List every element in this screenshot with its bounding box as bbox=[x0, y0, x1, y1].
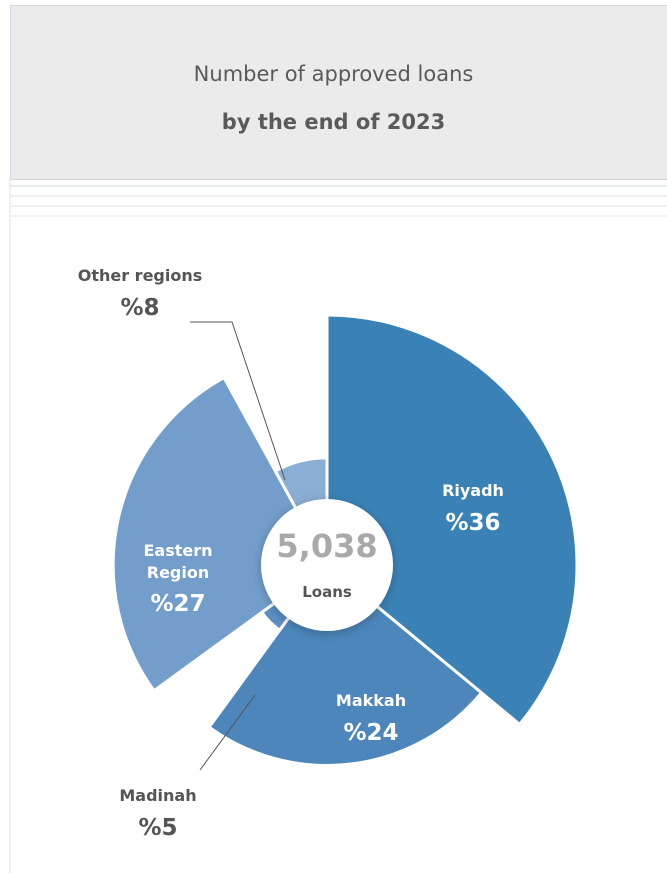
category-label: Madinah bbox=[119, 786, 197, 805]
value-label: %24 bbox=[343, 719, 399, 746]
slice bbox=[207, 562, 484, 767]
center-circle bbox=[261, 499, 393, 631]
slice bbox=[111, 375, 329, 693]
chart-title: Number of approved loans bbox=[193, 62, 474, 86]
leader-line bbox=[199, 694, 256, 771]
slice-label: Makkah %24 bbox=[306, 690, 436, 749]
value-label: %5 bbox=[138, 814, 178, 841]
value-label: %36 bbox=[445, 509, 501, 536]
center-value: 5,038 bbox=[276, 527, 377, 565]
header bbox=[10, 5, 667, 180]
slice bbox=[325, 313, 579, 727]
slice-label: Riyadh %36 bbox=[408, 480, 538, 539]
category-label: Makkah bbox=[335, 691, 407, 710]
leader-line bbox=[190, 321, 286, 481]
chart-subtitle: by the end of 2023 bbox=[221, 110, 446, 134]
slice-label: Eastern Region %27 bbox=[113, 540, 243, 620]
value-label: %27 bbox=[150, 591, 206, 618]
center-label: Loans bbox=[302, 583, 352, 601]
category-label: Riyadh bbox=[442, 481, 504, 500]
slice-label: Other regions %8 bbox=[75, 265, 205, 324]
category-label: Eastern Region bbox=[143, 541, 213, 582]
value-label: %8 bbox=[120, 294, 160, 321]
slice-label: Madinah %5 bbox=[93, 785, 223, 844]
category-label: Other regions bbox=[77, 266, 203, 285]
